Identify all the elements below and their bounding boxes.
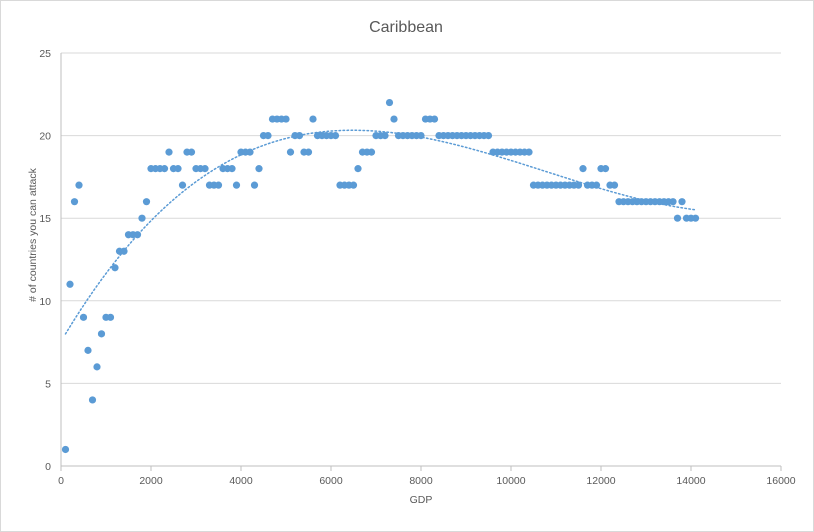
data-point (610, 181, 619, 189)
data-point (601, 165, 610, 173)
y-tick-label: 0 (45, 461, 51, 473)
data-point (84, 346, 92, 354)
x-tick-label: 2000 (139, 475, 163, 487)
data-point (250, 181, 259, 189)
y-axis: 0 5 10 15 20 25 (39, 48, 51, 473)
data-point (417, 132, 425, 140)
data-point (295, 132, 304, 140)
chart-title: Caribbean (369, 19, 443, 36)
x-tick-label: 12000 (586, 475, 615, 487)
data-point (187, 148, 196, 156)
data-point (232, 181, 241, 189)
data-point (678, 198, 686, 206)
data-point (574, 181, 583, 189)
x-axis-label: GDP (410, 494, 433, 506)
data-point (367, 148, 376, 156)
data-point (592, 181, 601, 189)
data-point (174, 165, 182, 173)
data-point (385, 98, 394, 107)
x-tick-label: 16000 (766, 475, 795, 487)
data-point (286, 148, 295, 156)
x-tick-label: 8000 (409, 475, 433, 487)
data-point (255, 165, 263, 173)
data-point (66, 280, 74, 288)
data-point (142, 198, 151, 206)
y-tick-label: 25 (39, 48, 51, 60)
data-point (246, 148, 254, 156)
data-point (381, 132, 389, 140)
data-point (133, 231, 142, 239)
data-point (165, 148, 173, 156)
data-point (120, 247, 128, 255)
data-point (70, 198, 79, 206)
data-point (354, 165, 362, 173)
data-point (93, 363, 101, 371)
data-point (430, 115, 439, 123)
data-point (331, 132, 340, 140)
data-point (484, 132, 493, 140)
x-tick-label: 0 (58, 475, 64, 487)
trendline-group (64, 129, 697, 335)
x-tick-label: 14000 (676, 475, 705, 487)
y-tick-label: 20 (39, 131, 51, 143)
data-point (61, 445, 70, 454)
data-point (88, 396, 97, 404)
data-point (214, 181, 223, 189)
y-tick-label: 15 (39, 213, 51, 225)
y-axis-label: # of countries you can attack (27, 167, 39, 301)
data-point (97, 330, 106, 338)
x-tick-label: 10000 (496, 475, 525, 487)
data-point (201, 165, 209, 173)
data-point (282, 115, 290, 123)
data-point (111, 264, 119, 272)
x-axis: 0 2000 4000 6000 8000 10000 12000 14000 16000 (58, 466, 796, 487)
data-point (525, 148, 533, 156)
y-tick-label: 10 (39, 296, 51, 308)
data-point (304, 148, 313, 156)
y-tick-label: 5 (45, 378, 51, 390)
data-point (228, 165, 236, 173)
data-point (138, 214, 146, 222)
x-tick-label: 4000 (229, 475, 253, 487)
data-points (61, 98, 700, 454)
data-point (79, 313, 88, 321)
data-point (349, 181, 358, 189)
data-point (579, 165, 587, 173)
data-point (673, 214, 682, 222)
data-point (106, 313, 115, 321)
data-point (691, 214, 700, 222)
data-point (264, 132, 272, 140)
x-tick-label: 6000 (319, 475, 343, 487)
data-point (309, 115, 317, 123)
data-point (178, 181, 187, 189)
data-point (75, 181, 83, 189)
data-point (669, 198, 677, 206)
trendline (64, 129, 697, 335)
data-point (160, 165, 169, 173)
data-point (390, 115, 398, 123)
